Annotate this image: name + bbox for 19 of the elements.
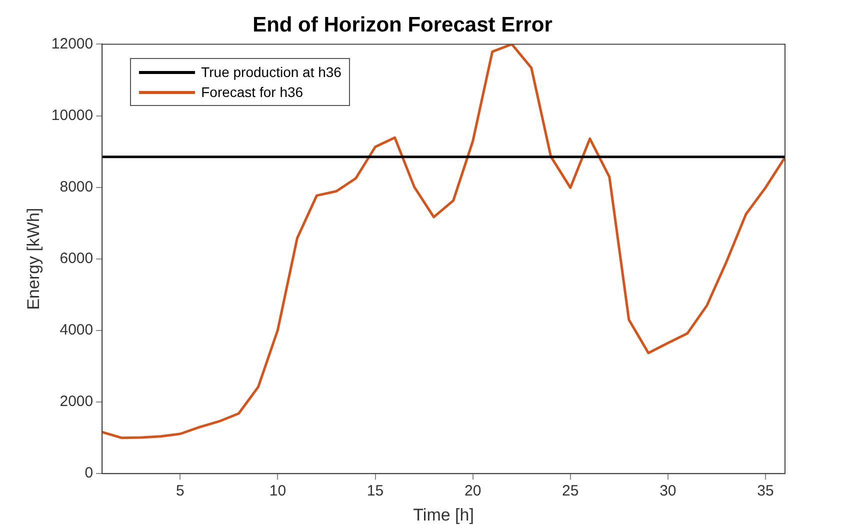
x-tick-label: 15 — [366, 482, 384, 500]
x-axis-title: Time [h] — [413, 505, 474, 524]
y-tick-label: 10000 — [51, 106, 94, 124]
y-tick-label: 8000 — [60, 178, 94, 196]
y-tick-label: 2000 — [60, 393, 94, 410]
y-tick-label: 12000 — [51, 35, 94, 52]
y-tick-label: 4000 — [60, 322, 94, 339]
legend-label: True production at h36 — [201, 63, 342, 82]
x-tick-label: 10 — [269, 482, 286, 500]
y-tick-label: 6000 — [60, 250, 94, 268]
x-tick-label: 35 — [757, 482, 774, 500]
x-tick-label: 25 — [562, 482, 579, 500]
x-tick-label: 30 — [660, 482, 676, 500]
chart-title: End of Horizon Forecast Error — [252, 13, 552, 36]
legend-label: Forecast for h36 — [201, 83, 304, 102]
y-tick-label: 0 — [84, 464, 94, 482]
x-tick-label: 5 — [176, 482, 184, 500]
y-axis-title: Energy [kWh] — [24, 208, 43, 310]
x-tick-label: 20 — [464, 482, 482, 500]
